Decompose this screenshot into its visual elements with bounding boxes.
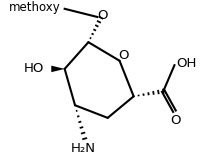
Text: O: O <box>97 9 108 22</box>
Text: O: O <box>170 114 180 127</box>
Text: methoxy: methoxy <box>9 1 61 14</box>
Text: OH: OH <box>177 57 197 70</box>
Text: H₂N: H₂N <box>71 142 96 155</box>
Polygon shape <box>51 66 65 72</box>
Text: O: O <box>118 49 129 62</box>
Text: HO: HO <box>24 62 45 75</box>
